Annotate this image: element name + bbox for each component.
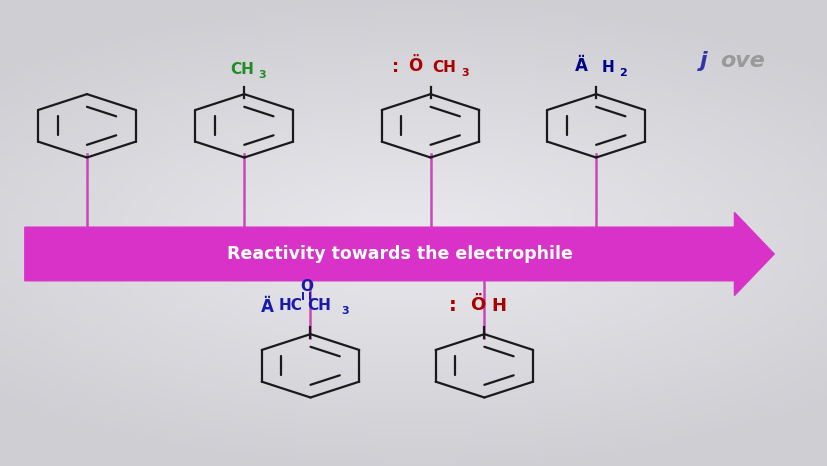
Text: 2: 2 bbox=[618, 68, 626, 78]
Text: H: H bbox=[600, 60, 614, 75]
Text: :: : bbox=[448, 296, 457, 315]
Text: 3: 3 bbox=[258, 70, 266, 80]
FancyArrow shape bbox=[25, 212, 773, 295]
Text: 3: 3 bbox=[341, 306, 349, 316]
Text: CH: CH bbox=[230, 62, 253, 76]
Text: H: H bbox=[491, 297, 506, 315]
Text: 3: 3 bbox=[461, 68, 469, 78]
Text: :: : bbox=[392, 58, 399, 76]
Text: CH: CH bbox=[307, 298, 330, 313]
Text: Ä: Ä bbox=[574, 57, 587, 75]
Text: O: O bbox=[299, 279, 313, 294]
Text: CH: CH bbox=[432, 60, 455, 75]
Text: Reactivity towards the electrophile: Reactivity towards the electrophile bbox=[227, 245, 571, 263]
Text: j: j bbox=[699, 51, 706, 70]
Text: Ä: Ä bbox=[261, 298, 274, 315]
Text: Ö: Ö bbox=[408, 57, 423, 75]
Text: HC: HC bbox=[279, 298, 302, 313]
Text: ove: ove bbox=[719, 51, 764, 70]
Text: Ö: Ö bbox=[470, 296, 485, 314]
